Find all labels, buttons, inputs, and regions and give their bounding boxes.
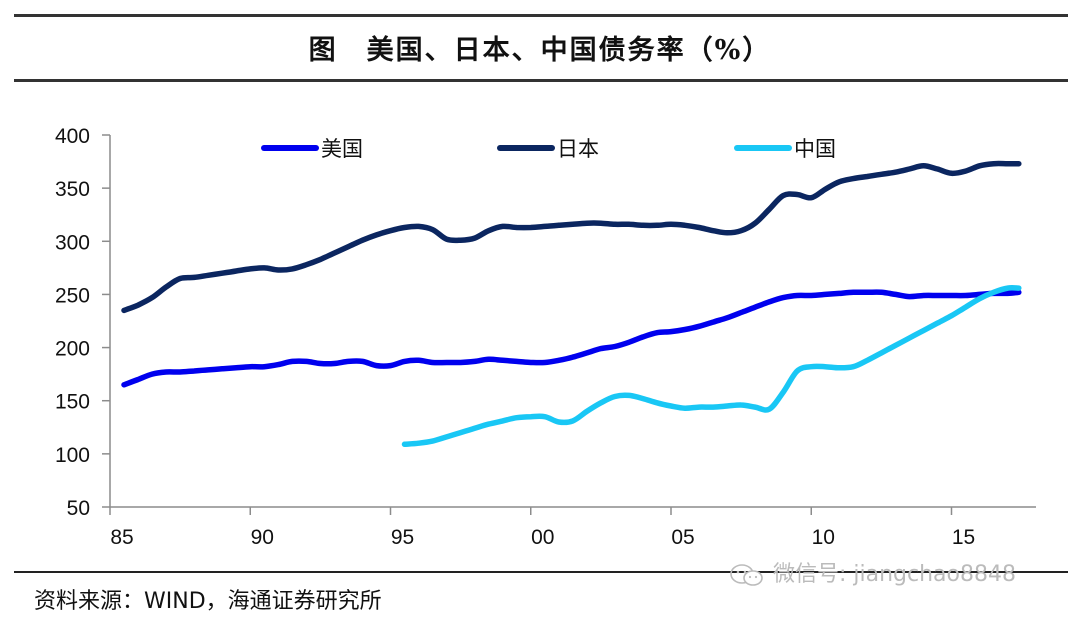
legend-label-china: 中国	[794, 137, 836, 161]
x-tick-label: 00	[531, 526, 554, 549]
watermark-text: 微信号: jiangchao8848	[773, 562, 1016, 587]
top-rule	[14, 14, 1068, 17]
axes: 50 100 150 200 250 300 350 400 85 90 95 00 05 10 15	[55, 125, 1036, 549]
wechat-icon	[730, 564, 763, 586]
series-line-japan	[121, 160, 1022, 314]
title-rule	[14, 79, 1068, 82]
series-line-us	[121, 289, 1022, 388]
x-tick-label: 15	[952, 526, 975, 549]
chart-title: 图 美国、日本、中国债务率（%）	[308, 35, 772, 66]
y-tick-label: 250	[55, 284, 90, 307]
x-tick-label: 85	[110, 526, 133, 549]
x-tick-label: 90	[251, 526, 274, 549]
legend-label-us: 美国	[321, 137, 363, 161]
y-tick-label: 350	[55, 178, 90, 201]
y-tick-label: 200	[55, 338, 90, 361]
watermark: 微信号: jiangchao8848	[728, 556, 1016, 588]
x-tick-label: 10	[812, 526, 835, 549]
source-note: 资料来源：WIND，海通证券研究所	[34, 589, 382, 614]
series-lines	[121, 160, 1022, 448]
series-line-china	[401, 284, 1022, 448]
legend: 美国 日本 中国	[261, 137, 836, 161]
y-tick-label: 300	[55, 231, 90, 254]
y-tick-label: 400	[55, 125, 90, 148]
y-tick-label: 150	[55, 391, 90, 414]
y-tick-label: 50	[67, 497, 90, 520]
x-tick-label: 05	[671, 526, 694, 549]
legend-label-japan: 日本	[557, 137, 599, 161]
y-tick-label: 100	[55, 444, 90, 467]
bottom-rule	[14, 571, 1068, 573]
x-tick-label: 95	[391, 526, 414, 549]
